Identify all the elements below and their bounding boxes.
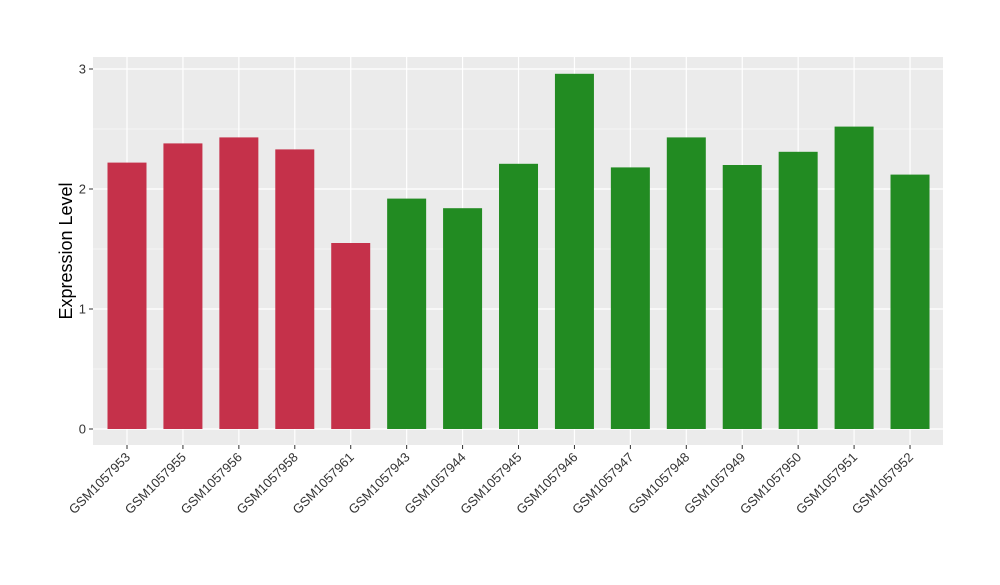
y-tick-label: 2 (79, 182, 86, 197)
bar-GSM1057952 (890, 174, 930, 429)
x-axis: GSM1057953GSM1057955GSM1057956GSM1057958… (66, 445, 916, 517)
bar-GSM1057949 (722, 165, 762, 429)
y-tick-label: 0 (79, 422, 86, 437)
bar-GSM1057945 (499, 163, 539, 430)
bar-GSM1057956 (219, 137, 259, 429)
y-tick-label: 1 (79, 302, 86, 317)
bar-GSM1057961 (331, 243, 371, 429)
bar-GSM1057953 (107, 162, 147, 429)
bar-GSM1057946 (554, 73, 594, 430)
y-tick-label: 3 (79, 62, 86, 77)
bar-GSM1057955 (163, 143, 203, 429)
bar-GSM1057950 (778, 151, 818, 430)
bar-GSM1057947 (610, 167, 650, 429)
bar-GSM1057944 (443, 208, 483, 429)
bar-GSM1057951 (834, 126, 874, 429)
bar-GSM1057943 (387, 198, 427, 429)
bar-GSM1057948 (666, 137, 706, 429)
y-axis: 0 1 2 3 (79, 62, 93, 437)
bar-GSM1057958 (275, 149, 315, 429)
bars (107, 73, 930, 430)
y-axis-label: Expression Level (56, 182, 76, 319)
